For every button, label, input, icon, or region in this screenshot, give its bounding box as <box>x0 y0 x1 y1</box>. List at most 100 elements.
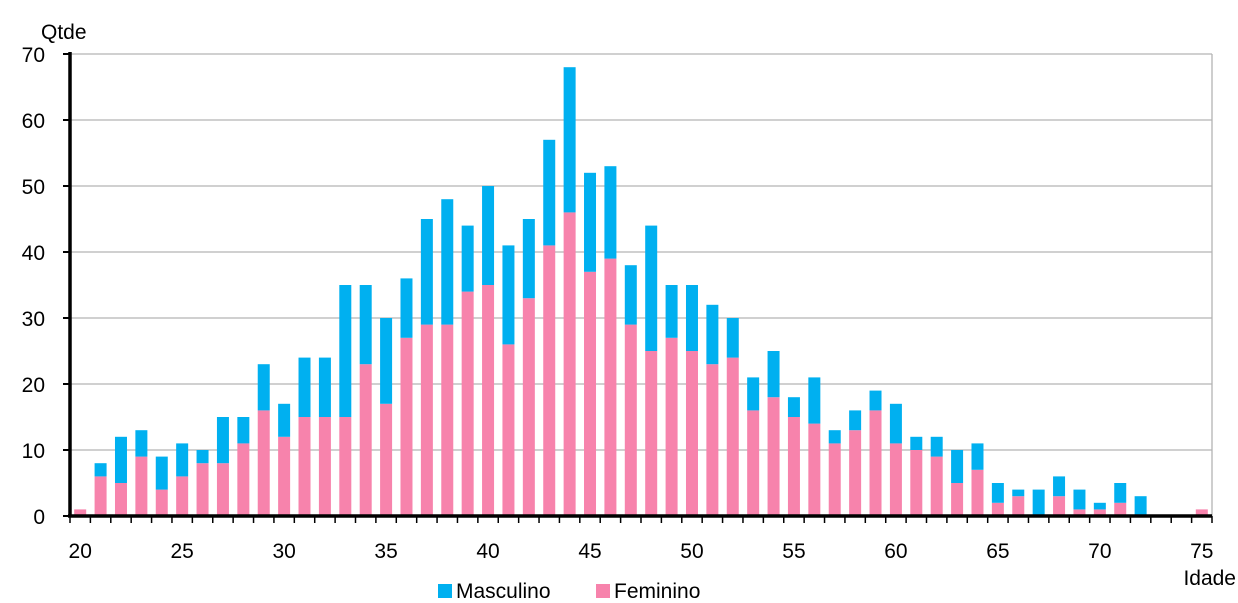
y-tick-label-0: 0 <box>33 506 45 529</box>
legend-swatch-feminino <box>596 584 610 598</box>
x-tick-label-65: 65 <box>986 540 1009 563</box>
x-tick-label-75: 75 <box>1190 540 1213 563</box>
bar-feminino-37 <box>420 324 433 516</box>
bar-masculino-64 <box>971 443 984 470</box>
bar-feminino-30 <box>278 436 291 516</box>
bar-feminino-70 <box>1093 509 1106 516</box>
bar-masculino-39 <box>461 225 474 292</box>
y-tick-label-30: 30 <box>22 308 45 331</box>
bar-masculino-31 <box>298 357 311 417</box>
bar-feminino-62 <box>930 456 943 516</box>
y-tick-label-60: 60 <box>22 110 45 133</box>
legend-label-feminino: Feminino <box>614 580 700 603</box>
x-axis-title: Idade <box>1183 567 1236 590</box>
bar-feminino-22 <box>114 483 127 516</box>
bar-masculino-60 <box>889 403 902 444</box>
bar-feminino-66 <box>1012 496 1025 516</box>
bar-feminino-75 <box>1195 509 1208 516</box>
bar-masculino-40 <box>482 186 495 285</box>
bar-feminino-36 <box>400 337 413 516</box>
bar-feminino-63 <box>951 483 964 516</box>
bar-masculino-36 <box>400 278 413 338</box>
x-tick-label-70: 70 <box>1088 540 1111 563</box>
bar-masculino-72 <box>1134 496 1147 516</box>
bar-masculino-24 <box>155 456 168 490</box>
bar-masculino-58 <box>849 410 862 431</box>
y-tick-label-70: 70 <box>22 44 45 67</box>
y-axis-title: Qtde <box>41 21 87 44</box>
bar-masculino-32 <box>318 357 331 417</box>
bar-masculino-30 <box>278 403 291 437</box>
bar-feminino-20 <box>74 509 87 516</box>
bar-masculino-46 <box>604 166 617 259</box>
bar-masculino-21 <box>94 463 107 477</box>
bar-feminino-35 <box>380 403 393 516</box>
bar-masculino-61 <box>910 436 923 450</box>
bar-masculino-50 <box>685 285 698 351</box>
bar-feminino-28 <box>237 443 250 516</box>
bar-masculino-71 <box>1114 483 1127 503</box>
axes <box>63 52 1213 523</box>
bar-feminino-68 <box>1053 496 1066 516</box>
bars <box>74 67 1208 516</box>
bar-feminino-53 <box>747 410 760 516</box>
bar-feminino-45 <box>584 271 597 516</box>
bar-feminino-26 <box>196 463 209 516</box>
bar-feminino-69 <box>1073 509 1086 516</box>
legend: Masculino Feminino <box>438 580 700 603</box>
bar-feminino-46 <box>604 258 617 516</box>
bar-masculino-26 <box>196 450 209 464</box>
bar-feminino-44 <box>563 212 576 516</box>
bar-feminino-34 <box>359 364 372 516</box>
bar-masculino-33 <box>339 285 352 417</box>
bar-feminino-23 <box>135 456 148 516</box>
bar-feminino-50 <box>685 351 698 516</box>
bar-feminino-59 <box>869 410 882 516</box>
bar-feminino-25 <box>176 476 189 516</box>
bar-masculino-34 <box>359 285 372 365</box>
x-tick-label-50: 50 <box>680 540 703 563</box>
x-tick-label-30: 30 <box>272 540 295 563</box>
bar-masculino-22 <box>114 436 127 483</box>
bar-feminino-27 <box>216 463 229 516</box>
bar-masculino-53 <box>747 377 760 411</box>
bar-feminino-56 <box>808 423 821 516</box>
bar-feminino-52 <box>726 357 739 516</box>
bar-feminino-60 <box>889 443 902 516</box>
x-tick-label-25: 25 <box>170 540 193 563</box>
x-tick-label-35: 35 <box>374 540 397 563</box>
bar-feminino-42 <box>522 298 535 516</box>
y-tick-label-20: 20 <box>22 374 45 397</box>
bar-feminino-29 <box>257 410 270 516</box>
x-tick-label-60: 60 <box>884 540 907 563</box>
bar-masculino-35 <box>380 318 393 404</box>
bar-masculino-57 <box>828 430 841 444</box>
bar-feminino-61 <box>910 450 923 516</box>
y-tick-label-40: 40 <box>22 242 45 265</box>
tick-labels: 0 10 20 30 40 50 60 70 20 25 30 35 40 45 50 55 60 65 70 75 <box>22 44 1214 563</box>
bar-feminino-32 <box>318 417 331 516</box>
bar-masculino-28 <box>237 417 250 444</box>
bar-masculino-43 <box>543 139 556 246</box>
bar-masculino-66 <box>1012 489 1025 497</box>
bar-feminino-64 <box>971 469 984 516</box>
bar-masculino-67 <box>1032 489 1045 516</box>
bar-masculino-49 <box>665 285 678 338</box>
bar-feminino-31 <box>298 417 311 516</box>
bar-feminino-24 <box>155 489 168 516</box>
legend-label-masculino: Masculino <box>456 580 551 603</box>
bar-masculino-45 <box>584 172 597 272</box>
bar-feminino-43 <box>543 245 556 516</box>
y-tick-label-50: 50 <box>22 176 45 199</box>
bar-feminino-57 <box>828 443 841 516</box>
bar-masculino-29 <box>257 364 270 411</box>
bar-feminino-54 <box>767 397 780 516</box>
bar-masculino-68 <box>1053 476 1066 497</box>
bar-masculino-41 <box>502 245 515 345</box>
bar-masculino-54 <box>767 351 780 398</box>
bar-masculino-69 <box>1073 489 1086 510</box>
bar-masculino-51 <box>706 304 719 365</box>
bar-feminino-65 <box>991 502 1004 516</box>
bar-masculino-47 <box>624 265 637 325</box>
x-tick-label-40: 40 <box>476 540 499 563</box>
